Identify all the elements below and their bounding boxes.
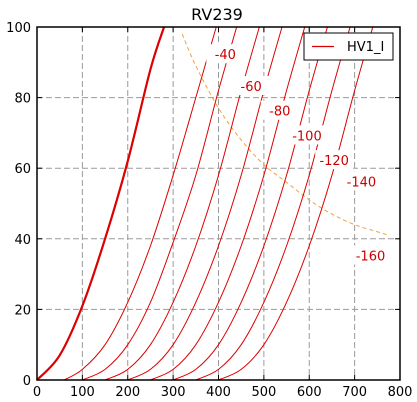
series-line [82, 26, 238, 381]
curve-label: -160 [356, 249, 386, 264]
curve-labels: -40 -60 -80-100 -120 -140 -160 [206, 44, 390, 265]
series-line [218, 26, 374, 381]
curve-label: -140 [347, 175, 377, 190]
x-tick-label: 400 [206, 385, 231, 400]
curve-label-bg [342, 171, 381, 191]
x-tick-label: 500 [251, 385, 276, 400]
chart-title: RV239 [191, 5, 243, 24]
curve-label-bg [206, 44, 245, 64]
x-tick-label: 100 [70, 385, 95, 400]
series-line [172, 26, 328, 381]
y-tick-label: 20 [14, 303, 31, 318]
grid [37, 27, 400, 380]
series-line [63, 26, 217, 381]
series-line [195, 26, 351, 381]
series-line [36, 26, 166, 381]
x-tick-label: 200 [115, 385, 140, 400]
curve-label-bg [232, 76, 271, 96]
y-tick-label: 40 [14, 233, 31, 248]
curve-label-bg [315, 150, 354, 170]
y-tick-label: 80 [14, 92, 31, 107]
axis-ticks: 0 100 200 300 400 500 600 700 800 0 20 40 60 80 100 [6, 21, 412, 400]
x-tick-label: 300 [161, 385, 186, 400]
legend-label: HV1_I [347, 40, 384, 55]
y-tick-label: 60 [14, 162, 31, 177]
curve-label: -100 [292, 129, 322, 144]
y-tick-label: 0 [23, 374, 31, 389]
power-limit-layer [181, 33, 389, 236]
curve-label: -80 [269, 105, 290, 120]
curve-label: -60 [241, 80, 262, 95]
curve-label: -40 [215, 48, 236, 63]
y-tick-label: 100 [6, 21, 31, 36]
x-tick-label: 700 [342, 385, 367, 400]
x-tick-label: 0 [33, 385, 41, 400]
series-line [150, 26, 306, 381]
curve-label-bg [351, 245, 390, 265]
x-tick-label: 800 [388, 385, 413, 400]
series-layer [36, 26, 374, 381]
curve-label: -120 [319, 154, 349, 169]
x-tick-label: 600 [297, 385, 322, 400]
curve-label-bg [260, 100, 299, 120]
curve-label-bg [287, 125, 326, 145]
power-limit-curve [181, 33, 389, 236]
legend: HV1_I [303, 32, 394, 61]
